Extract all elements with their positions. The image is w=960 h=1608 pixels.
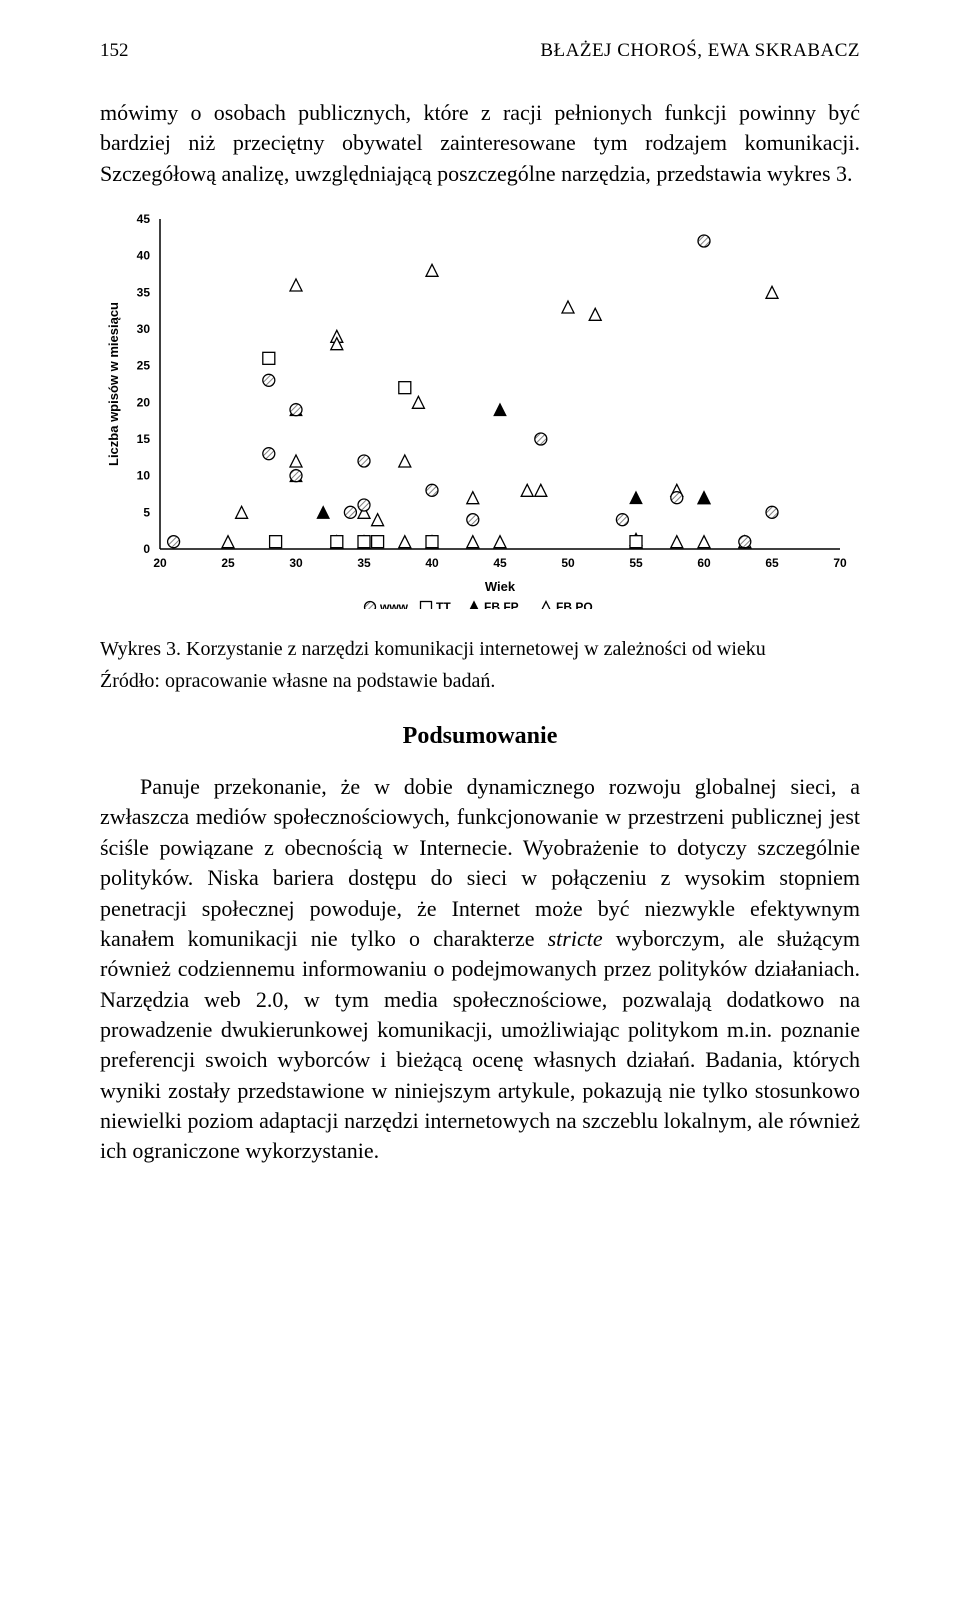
paragraph-intro: mówimy o osobach publicznych, które z ra…	[100, 98, 860, 189]
paragraph-summary: Panuje przekonanie, że w dobie dynamiczn…	[100, 772, 860, 1167]
svg-text:45: 45	[493, 556, 507, 570]
svg-text:5: 5	[143, 505, 150, 519]
svg-text:30: 30	[137, 322, 151, 336]
svg-text:40: 40	[137, 249, 151, 263]
svg-text:70: 70	[833, 556, 847, 570]
svg-text:40: 40	[425, 556, 439, 570]
chart-container: 20 25 30 35 40 45 50 55 60 65 70 0 5 10 15 20 25 30 35 40 45…	[100, 209, 860, 609]
svg-text:20: 20	[137, 395, 151, 409]
page-header: 152 BŁAŻEJ CHOROŚ, EWA SKRABACZ	[100, 40, 860, 62]
svg-text:20: 20	[153, 556, 167, 570]
svg-text:25: 25	[221, 556, 235, 570]
svg-text:0: 0	[143, 542, 150, 556]
svg-text:35: 35	[357, 556, 371, 570]
svg-text:60: 60	[697, 556, 711, 570]
chart-caption-source: Źródło: opracowanie własne na podstawie …	[100, 667, 860, 695]
svg-text:Wiek: Wiek	[485, 579, 516, 594]
svg-text:65: 65	[765, 556, 779, 570]
svg-text:30: 30	[289, 556, 303, 570]
svg-text:35: 35	[137, 285, 151, 299]
svg-text:TT: TT	[436, 600, 451, 609]
svg-text:FB PO: FB PO	[556, 600, 593, 609]
svg-text:25: 25	[137, 359, 151, 373]
section-title: Podsumowanie	[100, 723, 860, 750]
svg-text:15: 15	[137, 432, 151, 446]
scatter-chart: 20 25 30 35 40 45 50 55 60 65 70 0 5 10 15 20 25 30 35 40 45…	[100, 209, 860, 609]
svg-text:45: 45	[137, 212, 151, 226]
page-number: 152	[100, 40, 129, 62]
running-head: BŁAŻEJ CHOROŚ, EWA SKRABACZ	[540, 40, 860, 62]
svg-text:www: www	[379, 600, 409, 609]
svg-text:10: 10	[137, 469, 151, 483]
svg-text:FB FP: FB FP	[484, 600, 519, 609]
chart-caption: Wykres 3. Korzystanie z narzędzi komunik…	[100, 635, 860, 663]
svg-text:55: 55	[629, 556, 643, 570]
svg-text:Liczba wpisów w miesiącu: Liczba wpisów w miesiącu	[106, 302, 121, 466]
svg-text:50: 50	[561, 556, 575, 570]
